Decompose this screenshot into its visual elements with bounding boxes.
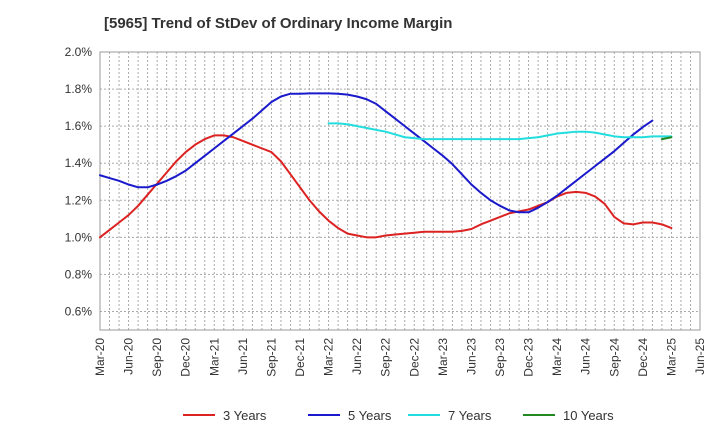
x-tick-label: Jun-23 xyxy=(464,338,478,375)
x-tick-label: Dec-21 xyxy=(293,338,307,377)
x-axis: Mar-20 Jun-20 Sep-20 Dec-20 Mar-21 Jun-21 Sep-… xyxy=(93,338,707,377)
y-tick-label: 0.6% xyxy=(65,304,93,318)
series-line-10-years xyxy=(660,136,673,141)
x-tick-label: Dec-22 xyxy=(407,338,421,377)
chart-title: [5965] Trend of StDev of Ordinary Income… xyxy=(104,15,453,32)
x-tick-label: Jun-25 xyxy=(693,338,707,375)
y-tick-label: 1.4% xyxy=(65,156,93,170)
x-tick-label: Sep-24 xyxy=(607,338,621,377)
x-tick-label: Dec-24 xyxy=(636,338,650,377)
y-axis: 0.6% 0.8% 1.0% 1.2% 1.4% 1.6% 1.8% 2.0% xyxy=(65,45,93,318)
x-tick-label: Sep-21 xyxy=(264,338,278,377)
series-line-3-years xyxy=(99,134,673,239)
x-tick-label: Sep-23 xyxy=(493,338,507,377)
x-tick-label: Dec-23 xyxy=(522,338,536,377)
y-tick-label: 1.6% xyxy=(65,119,93,133)
x-tick-label: Mar-23 xyxy=(436,338,450,376)
series-line-5-years xyxy=(99,92,654,214)
y-tick-label: 1.0% xyxy=(65,230,93,244)
series-line-7-years xyxy=(327,122,673,141)
legend: 3 Years 5 Years 7 Years 10 Years xyxy=(183,408,614,423)
y-tick-label: 0.8% xyxy=(65,267,93,281)
y-tick-label: 1.8% xyxy=(65,82,93,96)
x-tick-label: Sep-20 xyxy=(150,338,164,377)
y-tick-label: 1.2% xyxy=(65,193,93,207)
x-tick-label: Jun-20 xyxy=(122,338,136,375)
x-tick-label: Mar-25 xyxy=(664,338,678,376)
x-tick-label: Mar-21 xyxy=(207,338,221,376)
plot-border xyxy=(99,51,701,331)
legend-label-7-years: 7 Years xyxy=(448,408,492,423)
legend-label-3-years: 3 Years xyxy=(223,408,267,423)
x-tick-label: Mar-24 xyxy=(550,338,564,376)
x-tick-label: Dec-20 xyxy=(179,338,193,377)
series xyxy=(99,92,673,239)
x-tick-label: Jun-24 xyxy=(579,338,593,375)
x-tick-label: Sep-22 xyxy=(379,338,393,377)
plot-background xyxy=(100,52,700,330)
x-tick-label: Jun-21 xyxy=(236,338,250,375)
y-tick-label: 2.0% xyxy=(65,45,93,59)
x-tick-label: Jun-22 xyxy=(350,338,364,375)
x-tick-label: Mar-22 xyxy=(322,338,336,376)
grid xyxy=(100,52,700,330)
legend-label-10-years: 10 Years xyxy=(563,408,614,423)
legend-label-5-years: 5 Years xyxy=(348,408,392,423)
x-tick-label: Mar-20 xyxy=(93,338,107,376)
